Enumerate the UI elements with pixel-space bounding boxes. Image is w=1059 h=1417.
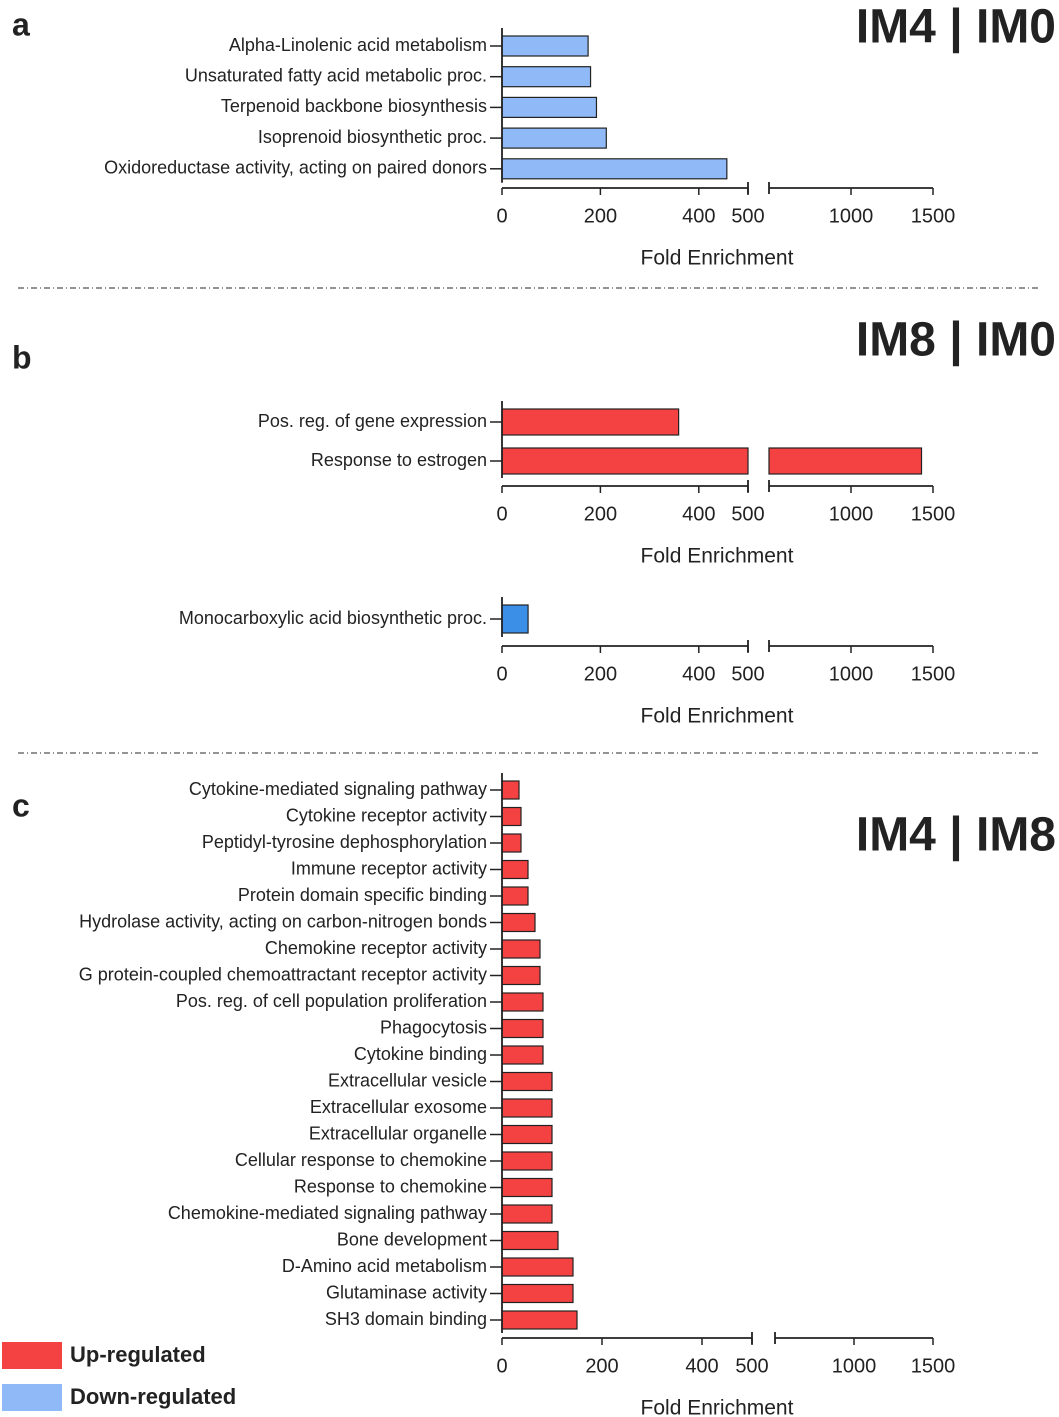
category-label: Extracellular exosome	[310, 1097, 487, 1117]
category-label: Hydrolase activity, acting on carbon-nit…	[79, 911, 487, 931]
x-tick-label: 1000	[829, 205, 874, 227]
category-label: Pos. reg. of cell population proliferati…	[176, 991, 487, 1011]
bar	[501, 1177, 553, 1198]
category-label: Protein domain specific binding	[238, 885, 487, 905]
x-tick-label: 200	[585, 1355, 618, 1377]
category-label: Oxidoreductase activity, acting on paire…	[104, 158, 487, 178]
x-axis-label: Fold Enrichment	[641, 545, 794, 568]
bar	[501, 35, 589, 57]
category-label: Unsaturated fatty acid metabolic proc.	[185, 65, 487, 85]
bar	[501, 408, 680, 436]
category-label: Chemokine receptor activity	[265, 938, 487, 958]
bar	[501, 806, 522, 827]
category-label: Isoprenoid biosynthetic proc.	[258, 127, 487, 147]
bar	[501, 447, 749, 475]
category-label: Glutaminase activity	[326, 1282, 487, 1302]
bar	[501, 158, 728, 180]
category-label: Extracellular vesicle	[328, 1070, 487, 1090]
x-tick-label: 200	[584, 663, 617, 685]
x-tick-label: 400	[682, 205, 715, 227]
bar	[501, 833, 522, 853]
bar	[501, 1124, 553, 1145]
x-tick-label: 0	[496, 1355, 507, 1377]
x-tick-label: 1000	[829, 503, 874, 525]
bar	[501, 604, 529, 634]
bar	[501, 1230, 559, 1251]
bar	[501, 1283, 574, 1304]
bar	[501, 1151, 553, 1171]
bar	[501, 1071, 553, 1092]
x-axis-label: Fold Enrichment	[641, 1397, 794, 1417]
x-tick-label: 1500	[911, 1355, 956, 1377]
bar	[501, 939, 541, 959]
category-label: SH3 domain binding	[325, 1309, 487, 1329]
x-tick-label: 400	[682, 503, 715, 525]
x-tick-label: 200	[584, 503, 617, 525]
x-tick-label: 1000	[829, 663, 874, 685]
category-label: Cytokine-mediated signaling pathway	[189, 779, 487, 799]
x-tick-label: 0	[496, 663, 507, 685]
category-label: Phagocytosis	[380, 1017, 487, 1037]
category-label: Response to chemokine	[294, 1176, 487, 1196]
bar	[501, 1310, 578, 1330]
bar	[501, 859, 529, 880]
bar	[501, 965, 541, 986]
x-tick-label: 500	[731, 205, 764, 227]
category-label: Extracellular organelle	[309, 1123, 487, 1143]
x-tick-label: 500	[731, 663, 764, 685]
x-tick-label: 500	[735, 1355, 768, 1377]
bar	[501, 127, 607, 149]
panel-title: IM4 | IM8	[856, 809, 1056, 862]
category-label: Pos. reg. of gene expression	[258, 411, 487, 431]
bar	[501, 66, 592, 88]
bar	[501, 1257, 574, 1277]
legend-label: Down-regulated	[70, 1384, 236, 1409]
x-tick-label: 1000	[832, 1355, 877, 1377]
bar	[501, 1204, 553, 1224]
category-label: Bone development	[337, 1229, 487, 1249]
x-tick-label: 0	[496, 205, 507, 227]
category-label: Peptidyl-tyrosine dephosphorylation	[202, 832, 487, 852]
category-label: Response to estrogen	[311, 450, 487, 470]
x-tick-label: 1500	[911, 663, 956, 685]
bar	[501, 912, 536, 933]
category-label: Cytokine receptor activity	[286, 805, 487, 825]
panel-title: IM4 | IM0	[856, 1, 1056, 54]
category-label: Terpenoid backbone biosynthesis	[221, 96, 487, 116]
category-label: Cytokine binding	[354, 1044, 487, 1064]
panel-label: a	[12, 6, 30, 42]
bar	[768, 447, 923, 475]
x-tick-label: 0	[496, 503, 507, 525]
category-label: G protein-coupled chemoattractant recept…	[79, 964, 487, 984]
category-label: Cellular response to chemokine	[235, 1150, 487, 1170]
category-label: Alpha-Linolenic acid metabolism	[229, 35, 487, 55]
x-axis-label: Fold Enrichment	[641, 705, 794, 728]
bar	[501, 992, 544, 1012]
x-axis-label: Fold Enrichment	[641, 247, 794, 270]
x-tick-label: 200	[584, 205, 617, 227]
category-label: Monocarboxylic acid biosynthetic proc.	[179, 608, 487, 628]
x-tick-label: 1500	[911, 503, 956, 525]
bar	[501, 96, 598, 119]
x-tick-label: 500	[731, 503, 764, 525]
x-tick-label: 400	[685, 1355, 718, 1377]
bar	[501, 780, 520, 800]
x-tick-label: 400	[682, 663, 715, 685]
bar	[501, 1098, 553, 1118]
bar	[501, 1018, 544, 1039]
panel-label: c	[12, 787, 30, 823]
category-label: Chemokine-mediated signaling pathway	[168, 1203, 487, 1223]
legend-label: Up-regulated	[70, 1342, 206, 1367]
panel-label: b	[12, 339, 32, 375]
legend-swatch	[2, 1342, 62, 1369]
panel-title: IM8 | IM0	[856, 314, 1056, 367]
bar	[501, 1045, 544, 1065]
category-label: Immune receptor activity	[291, 858, 487, 878]
bar	[501, 886, 529, 906]
x-tick-label: 1500	[911, 205, 956, 227]
category-label: D-Amino acid metabolism	[282, 1256, 487, 1276]
legend-swatch	[2, 1384, 62, 1411]
